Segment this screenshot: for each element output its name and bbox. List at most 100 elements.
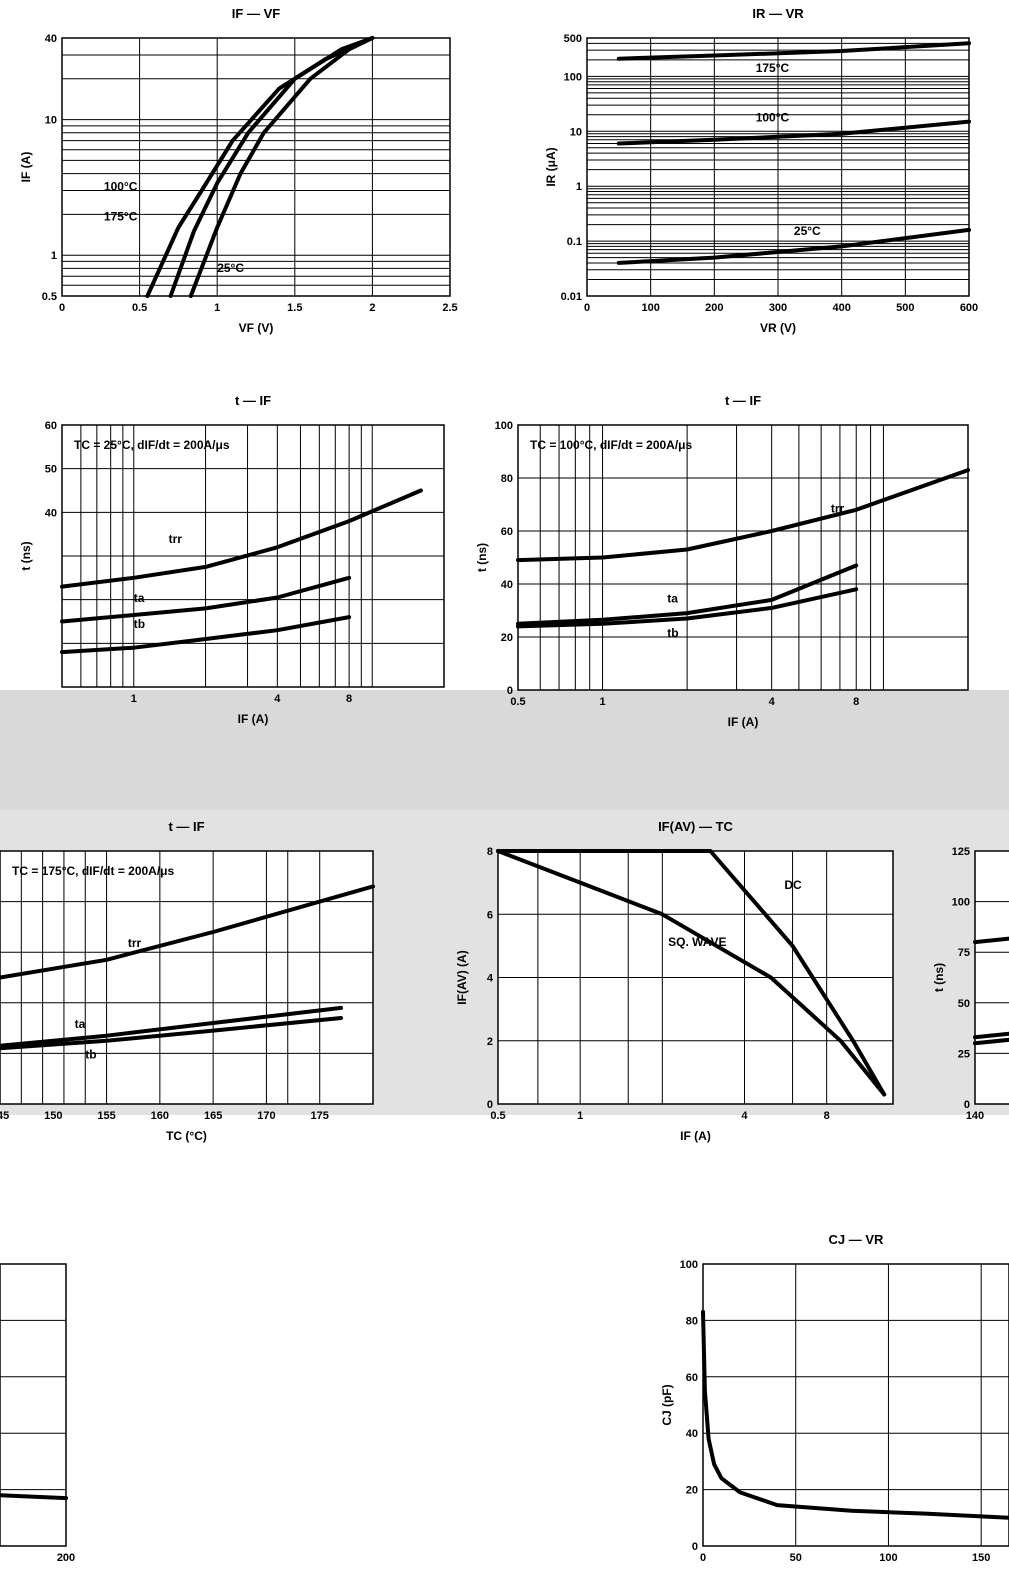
y-tick-label: 40 bbox=[686, 1428, 698, 1440]
series-line-tb bbox=[973, 1037, 1009, 1046]
x-tick-label: 0 bbox=[700, 1552, 706, 1564]
chart-ifav-tc: 0.5 1 4 8 0 2 4 6 8 IF(AV) — TC IF (A) IF(AV) (A) DC… bbox=[455, 819, 894, 1143]
y-tick-label: 75 bbox=[958, 947, 970, 959]
y-tick-label: 50 bbox=[958, 998, 970, 1010]
grid bbox=[0, 1319, 66, 1491]
chart-title: CJ — VR bbox=[829, 1232, 885, 1247]
plot-area bbox=[62, 38, 450, 296]
plot-frame bbox=[0, 850, 374, 1105]
y-tick-label: 8 bbox=[487, 846, 493, 858]
y-axis-label: t (ns) bbox=[19, 541, 33, 570]
y-tick-label: 500 bbox=[564, 33, 582, 45]
grid bbox=[518, 425, 968, 690]
x-tick-label: 145 bbox=[0, 1110, 9, 1122]
x-axis-label: IF (A) bbox=[728, 715, 759, 729]
x-tick-label: 170 bbox=[257, 1110, 275, 1122]
x-tick-label: 2 bbox=[369, 302, 375, 314]
scan-gray-band bbox=[0, 690, 1009, 810]
x-tick-label: 175 bbox=[311, 1110, 329, 1122]
plot-area bbox=[703, 1264, 1009, 1546]
y-tick-label: 20 bbox=[501, 632, 513, 644]
y-tick-label: 100 bbox=[680, 1259, 698, 1271]
x-tick-label: 1 bbox=[577, 1110, 583, 1122]
x-tick-label: 200 bbox=[705, 302, 723, 314]
x-tick-label: 1 bbox=[599, 696, 605, 708]
plot-frame bbox=[517, 424, 969, 691]
x-tick-label: 150 bbox=[972, 1552, 990, 1564]
condition-label: TC = 175°C, dIF/dt = 200A/μs bbox=[12, 864, 175, 878]
chart-title: IF — VF bbox=[232, 6, 280, 21]
y-axis-label: IR (μA) bbox=[544, 147, 558, 186]
y-tick-label: 25 bbox=[958, 1048, 970, 1060]
series-line-sqwave bbox=[496, 849, 887, 1097]
y-tick-label: 40 bbox=[45, 507, 57, 519]
x-tick-label: 4 bbox=[769, 696, 776, 708]
chart-title: t — IF bbox=[725, 393, 761, 408]
plot-area bbox=[0, 851, 373, 1104]
series-annotation: tb bbox=[667, 626, 678, 640]
x-axis-label: VR (V) bbox=[760, 321, 796, 335]
y-tick-label: 1 bbox=[576, 181, 582, 193]
plot-frame bbox=[61, 37, 451, 297]
x-tick-label: 1 bbox=[214, 302, 220, 314]
x-tick-label: 0.5 bbox=[510, 696, 525, 708]
series-line-25c bbox=[616, 227, 971, 265]
x-tick-label: 0.5 bbox=[132, 302, 147, 314]
series-line-ta bbox=[516, 563, 859, 626]
y-tick-label: 60 bbox=[686, 1372, 698, 1384]
x-tick-label: 4 bbox=[741, 1110, 748, 1122]
plot-frame bbox=[0, 1263, 67, 1547]
plot-frame bbox=[61, 424, 445, 688]
x-tick-label: 600 bbox=[960, 302, 978, 314]
y-tick-label: 100 bbox=[495, 420, 513, 432]
series-annotation: ta bbox=[667, 592, 678, 606]
y-tick-label: 0 bbox=[964, 1099, 970, 1111]
plot-frame bbox=[586, 37, 970, 297]
grid bbox=[62, 425, 444, 687]
y-tick-label: 4 bbox=[487, 973, 494, 985]
x-tick-label: 100 bbox=[641, 302, 659, 314]
series-line-trr bbox=[0, 884, 375, 980]
y-tick-label: 50 bbox=[45, 464, 57, 476]
series-annotation: trr bbox=[831, 501, 845, 515]
x-tick-label: 150 bbox=[44, 1110, 62, 1122]
x-tick-label: 140 bbox=[966, 1110, 984, 1122]
series-annotation: tb bbox=[85, 1047, 96, 1061]
x-axis-label: VR (V) bbox=[838, 1571, 874, 1573]
series-annotation: 25°C bbox=[794, 224, 821, 238]
y-tick-label: 60 bbox=[501, 526, 513, 538]
x-tick-label: 0.5 bbox=[490, 1110, 505, 1122]
series-line-100c bbox=[616, 119, 971, 146]
chart-t-tc: 145 150 155 160 165 170 175 t — IF TC (°C) TC = 1… bbox=[0, 819, 375, 1143]
y-tick-label: 60 bbox=[45, 420, 57, 432]
x-tick-label: 1 bbox=[131, 693, 137, 705]
x-tick-label: 160 bbox=[151, 1110, 169, 1122]
series-annotation: 175°C bbox=[756, 61, 790, 75]
x-axis-label: IF (A) bbox=[680, 1129, 711, 1143]
x-tick-label: 200 bbox=[57, 1552, 75, 1564]
series-annotation: ta bbox=[75, 1017, 86, 1031]
y-tick-label: 10 bbox=[45, 115, 57, 127]
y-tick-label: 125 bbox=[952, 846, 970, 858]
chart-title: t — IF bbox=[235, 393, 271, 408]
y-tick-label: 40 bbox=[45, 33, 57, 45]
series-line-dc bbox=[496, 849, 887, 1097]
chart-ir-vr: 0 100 200 300 400 500 600 0.01 0.1 1 10 100 500 IR — … bbox=[544, 6, 978, 335]
plot-area bbox=[975, 851, 1009, 1104]
x-tick-label: 8 bbox=[346, 693, 352, 705]
grid bbox=[587, 38, 969, 296]
chart-cj-vr: 0 50 100 150 0 20 40 60 80 100 CJ — VR VR (V) CJ (pF… bbox=[660, 1232, 1009, 1573]
y-axis-label: IF(AV) (A) bbox=[455, 950, 469, 1004]
grid bbox=[0, 851, 373, 1104]
series-annotation: ta bbox=[134, 591, 145, 605]
y-tick-label: 0 bbox=[692, 1541, 698, 1553]
series-annotation: trr bbox=[128, 936, 142, 950]
series-annotation: DC bbox=[784, 878, 802, 892]
series-line-175c bbox=[616, 41, 971, 61]
condition-label: TC = 100°C, dIF/dt = 200A/μs bbox=[530, 438, 693, 452]
x-tick-label: 0 bbox=[59, 302, 65, 314]
series-annotation: trr bbox=[169, 532, 183, 546]
